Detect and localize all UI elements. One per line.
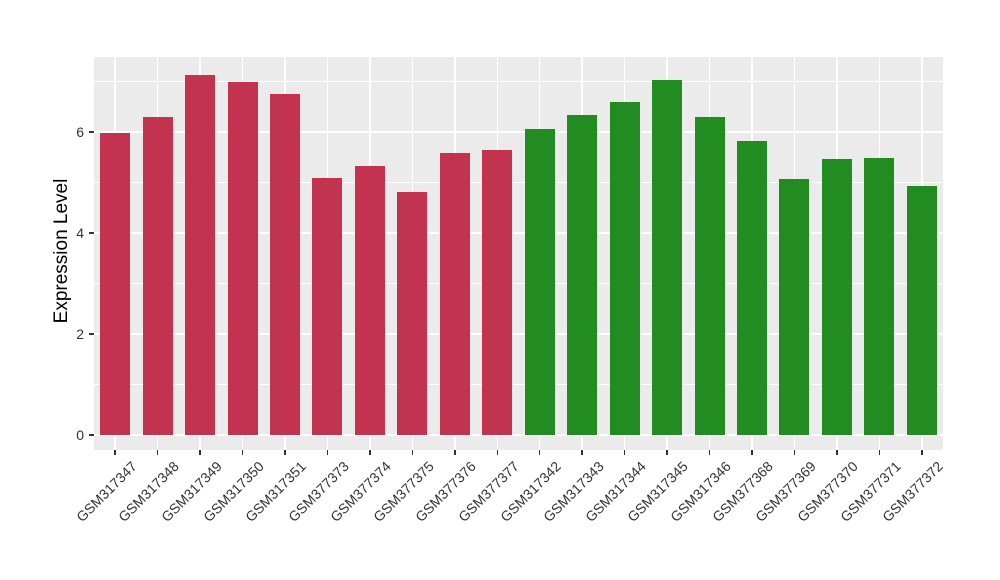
bar-GSM317346	[694, 117, 725, 435]
bar-GSM377373	[312, 178, 343, 435]
y-tick-label: 0	[76, 427, 84, 443]
gridline-minor	[94, 81, 943, 82]
bar-GSM377368	[736, 141, 767, 435]
y-tick-label: 2	[76, 326, 84, 342]
x-tick-mark	[793, 450, 796, 455]
x-tick-mark	[199, 450, 201, 455]
bar-GSM377370	[821, 158, 852, 435]
bar-GSM317345	[652, 80, 683, 435]
x-tick-mark	[708, 450, 711, 455]
bar-GSM377372	[906, 185, 937, 435]
bar-GSM317350	[227, 81, 258, 435]
x-tick-mark	[623, 450, 626, 455]
y-tick-label: 6	[76, 124, 84, 140]
x-tick-mark	[411, 450, 414, 455]
y-tick-label: 4	[76, 225, 84, 241]
y-tick-mark	[89, 232, 94, 234]
bar-GSM317342	[524, 129, 555, 435]
x-tick-mark	[878, 450, 881, 455]
gridline-major	[94, 232, 943, 234]
x-tick-mark	[538, 450, 541, 455]
gridline-minor	[94, 384, 943, 385]
x-tick-mark	[284, 450, 286, 455]
bar-GSM317343	[567, 115, 598, 435]
x-tick-mark	[114, 450, 116, 455]
y-tick-mark	[89, 434, 94, 436]
bar-GSM317351	[270, 93, 301, 435]
y-tick-mark	[89, 333, 94, 335]
x-tick-mark	[326, 450, 329, 455]
y-tick-mark	[89, 131, 94, 133]
bar-GSM317348	[142, 117, 173, 435]
gridline-major	[94, 131, 943, 133]
x-tick-mark	[369, 450, 371, 455]
x-tick-mark	[454, 450, 456, 455]
bar-GSM377369	[779, 179, 810, 435]
gridline-major	[94, 333, 943, 335]
x-tick-mark	[921, 450, 923, 455]
y-axis-title: Expression Level	[51, 178, 72, 324]
plot-panel	[94, 57, 943, 450]
x-tick-mark	[581, 450, 583, 455]
x-tick-mark	[751, 450, 753, 455]
gridline-major	[94, 434, 943, 436]
bar-GSM377371	[864, 157, 895, 435]
gridline-minor	[94, 182, 943, 183]
bar-GSM317344	[609, 102, 640, 435]
bar-GSM317349	[185, 74, 216, 435]
x-tick-mark	[836, 450, 838, 455]
x-tick-mark	[241, 450, 244, 455]
bar-GSM377374	[354, 166, 385, 435]
x-tick-mark	[666, 450, 668, 455]
bar-GSM377377	[482, 149, 513, 435]
bar-GSM377376	[439, 153, 470, 435]
gridline-minor	[94, 283, 943, 284]
x-tick-mark	[496, 450, 499, 455]
bar-GSM377375	[397, 192, 428, 435]
x-tick-mark	[156, 450, 159, 455]
bar-GSM317347	[100, 133, 131, 435]
